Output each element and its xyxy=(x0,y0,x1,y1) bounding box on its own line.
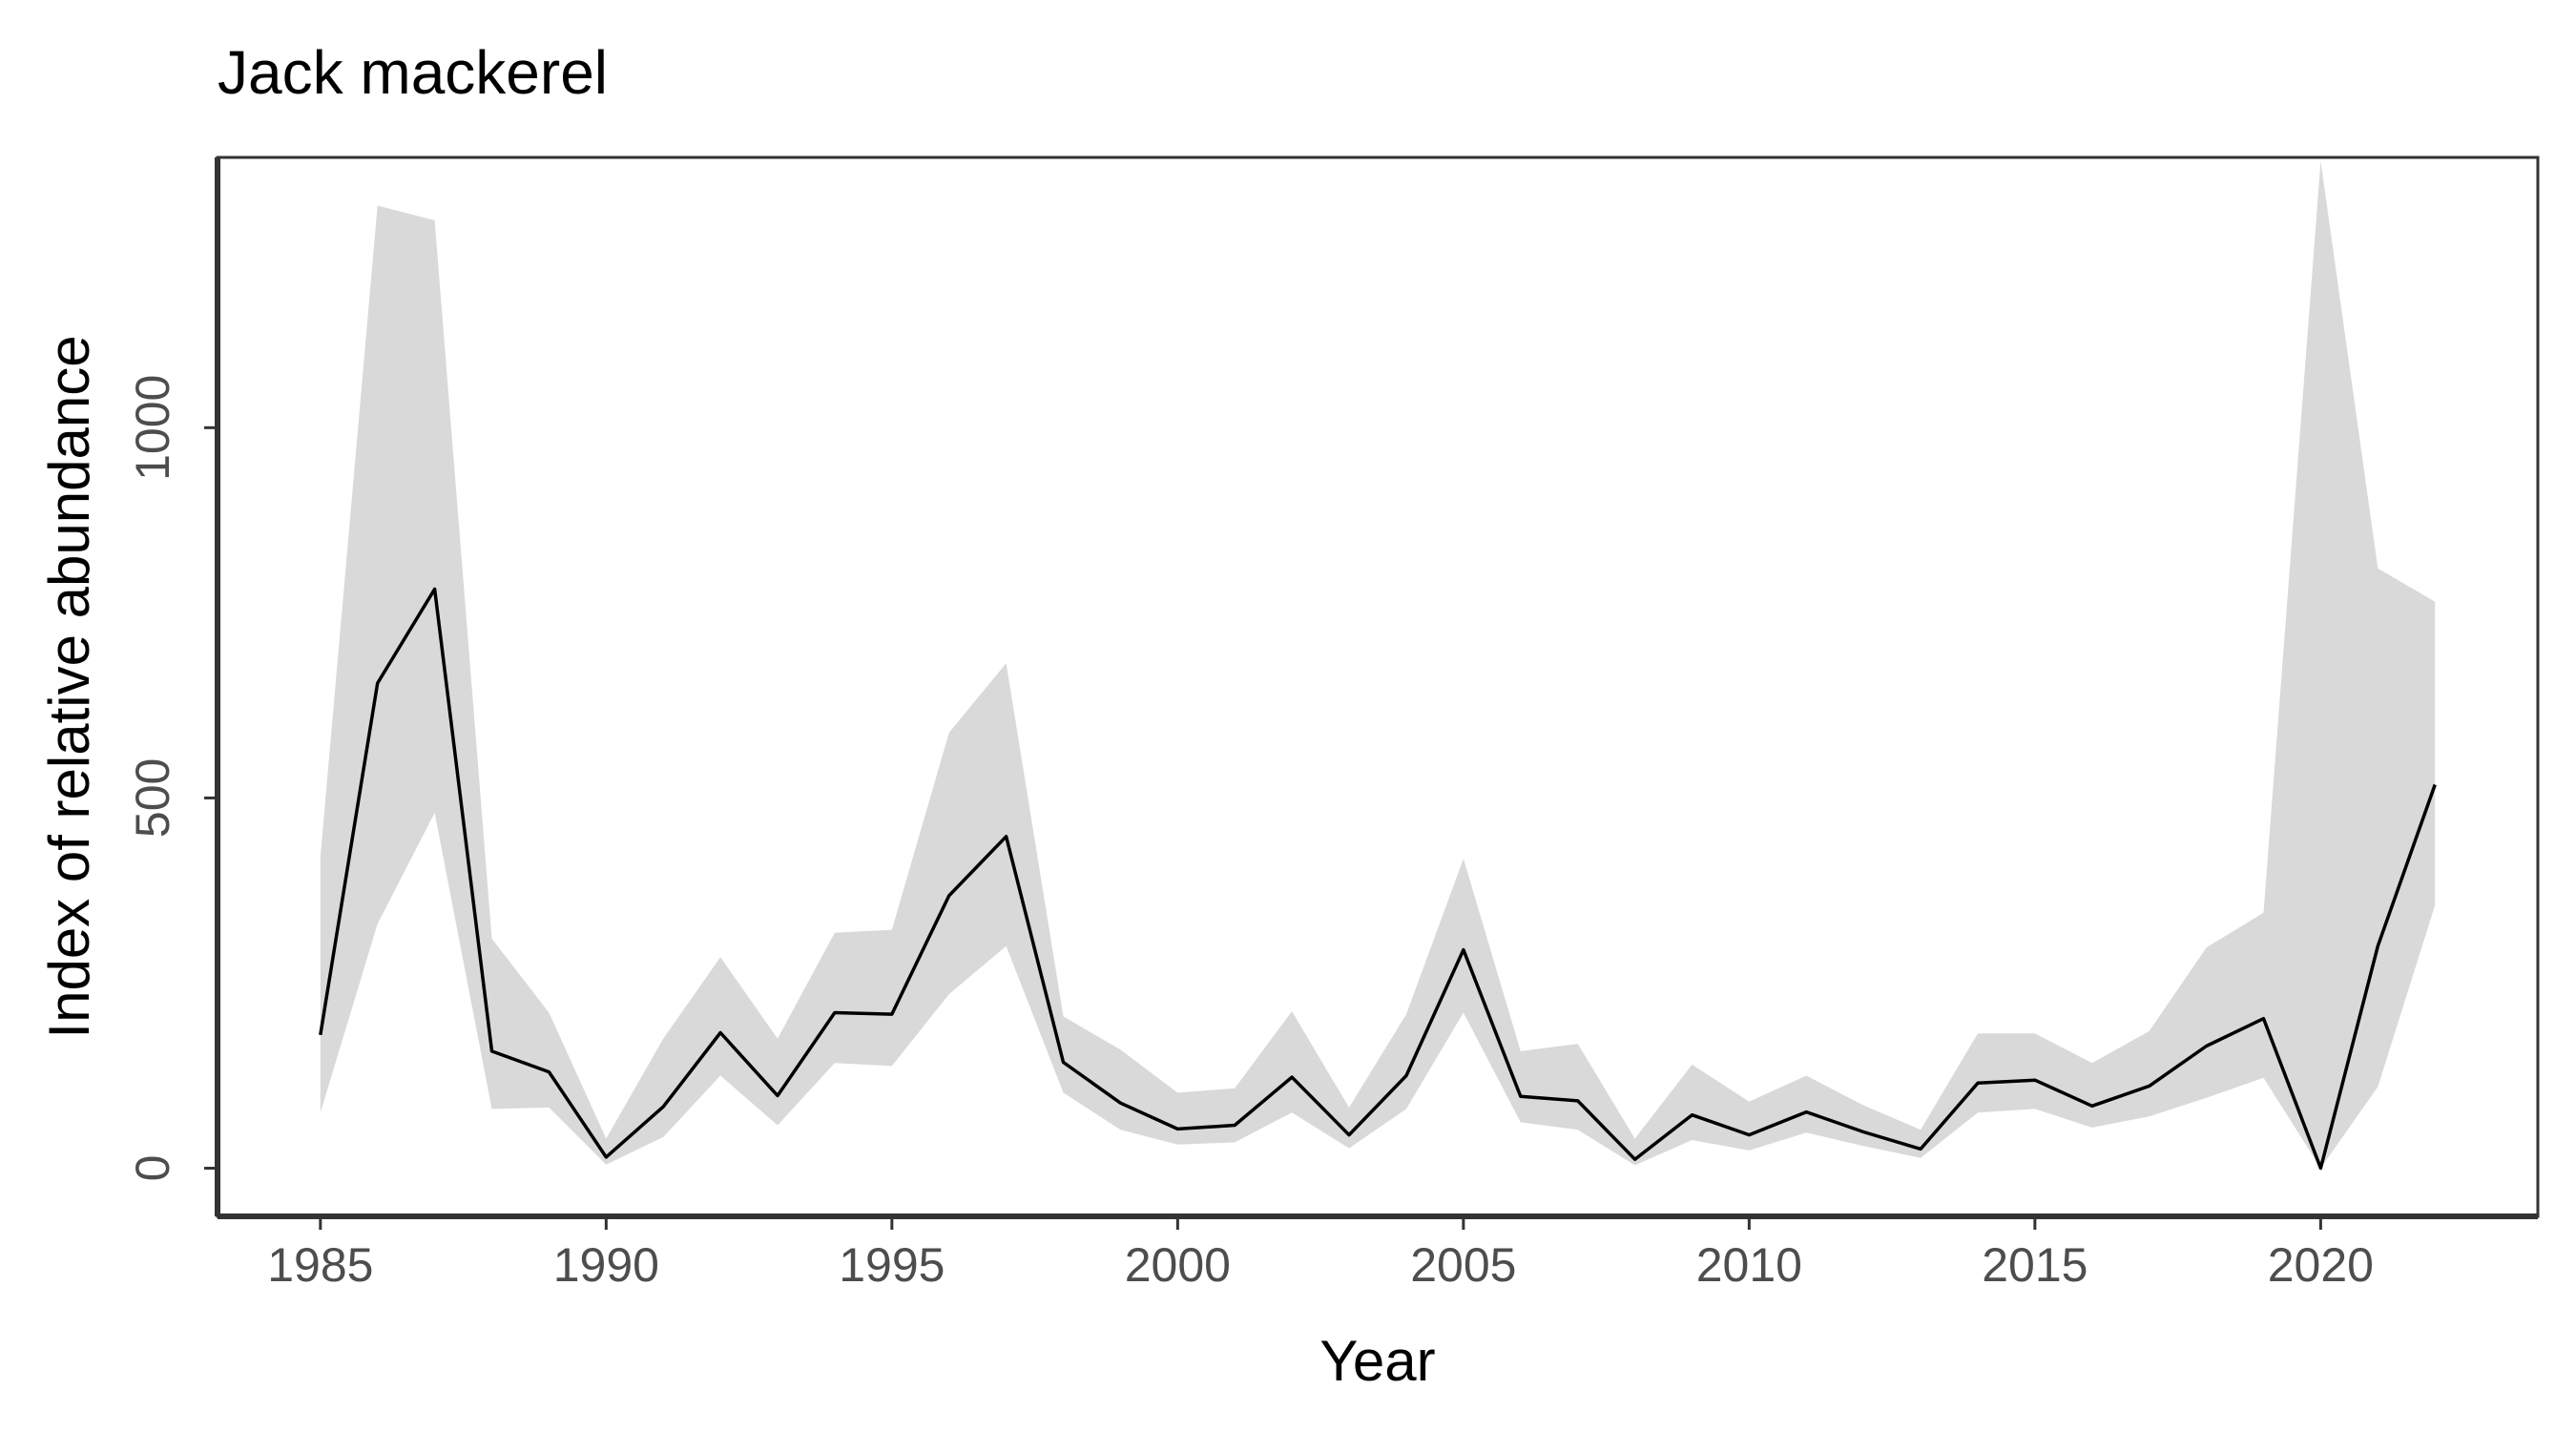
x-tick-label-2015: 2015 xyxy=(1982,1238,2088,1292)
y-tick-label-500: 500 xyxy=(126,758,179,838)
y-axis: 0 500 1000 xyxy=(126,157,220,1216)
x-tick-label-1995: 1995 xyxy=(839,1238,945,1292)
x-tick-label-2010: 2010 xyxy=(1696,1238,1802,1292)
x-axis-title: Year xyxy=(1319,1329,1435,1393)
series-line-0 xyxy=(319,587,2437,1171)
chart-title: Jack mackerel xyxy=(218,38,608,107)
x-tick-label-2020: 2020 xyxy=(2268,1238,2374,1292)
y-tick-label-0: 0 xyxy=(126,1155,179,1182)
x-tick-label-2000: 2000 xyxy=(1125,1238,1231,1292)
x-axis: 1985 1990 1995 2000 2005 2010 2015 2020 xyxy=(218,1213,2538,1292)
y-tick-label-1000: 1000 xyxy=(126,375,179,481)
x-tick-label-1990: 1990 xyxy=(553,1238,659,1292)
line-layer xyxy=(319,587,2437,1171)
x-tick-label-1985: 1985 xyxy=(267,1238,373,1292)
y-axis-title: Index of relative abundance xyxy=(37,335,101,1038)
x-tick-label-2005: 2005 xyxy=(1410,1238,1516,1292)
